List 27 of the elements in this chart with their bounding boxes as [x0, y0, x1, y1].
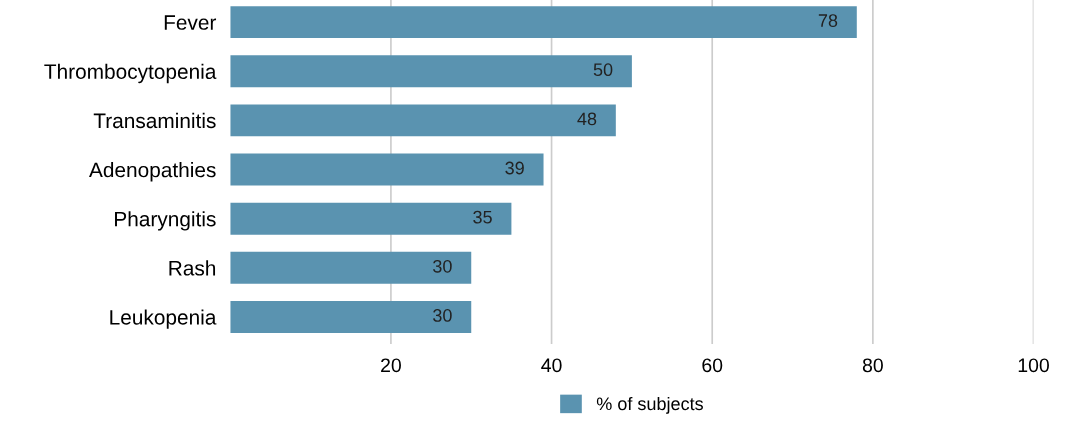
y-tick-label: Rash: [169, 260, 216, 276]
y-tick-label: Thrombocytopenia: [44, 63, 217, 84]
legend-label: % of subjects: [596, 396, 703, 414]
y-tick-label: Pharyngitis: [115, 211, 216, 231]
x-tick-label: 20: [381, 358, 401, 373]
bar: [230, 55, 632, 88]
y-tick-label: Transaminitis: [93, 112, 216, 129]
data-label: 39: [505, 161, 524, 175]
bar: [230, 104, 616, 137]
bar: [230, 251, 472, 284]
bar: [230, 153, 544, 186]
x-tick-label: 80: [862, 358, 883, 373]
data-label: 35: [473, 210, 492, 224]
data-label: 30: [433, 309, 452, 322]
x-tick-label: 60: [702, 358, 723, 373]
data-label: 48: [577, 112, 597, 126]
bar: [230, 301, 472, 333]
y-tick-label: Fever: [164, 15, 217, 30]
x-tick-label: 40: [541, 358, 562, 373]
data-label: 30: [433, 259, 452, 273]
y-tick-label: Leukopenia: [110, 309, 217, 329]
bar: [230, 202, 512, 235]
data-label: 50: [593, 63, 613, 77]
data-label: 78: [818, 14, 838, 27]
y-tick-label: Adenopathies: [89, 161, 216, 182]
bar: [230, 6, 857, 39]
x-tick-label: 100: [1018, 358, 1049, 373]
